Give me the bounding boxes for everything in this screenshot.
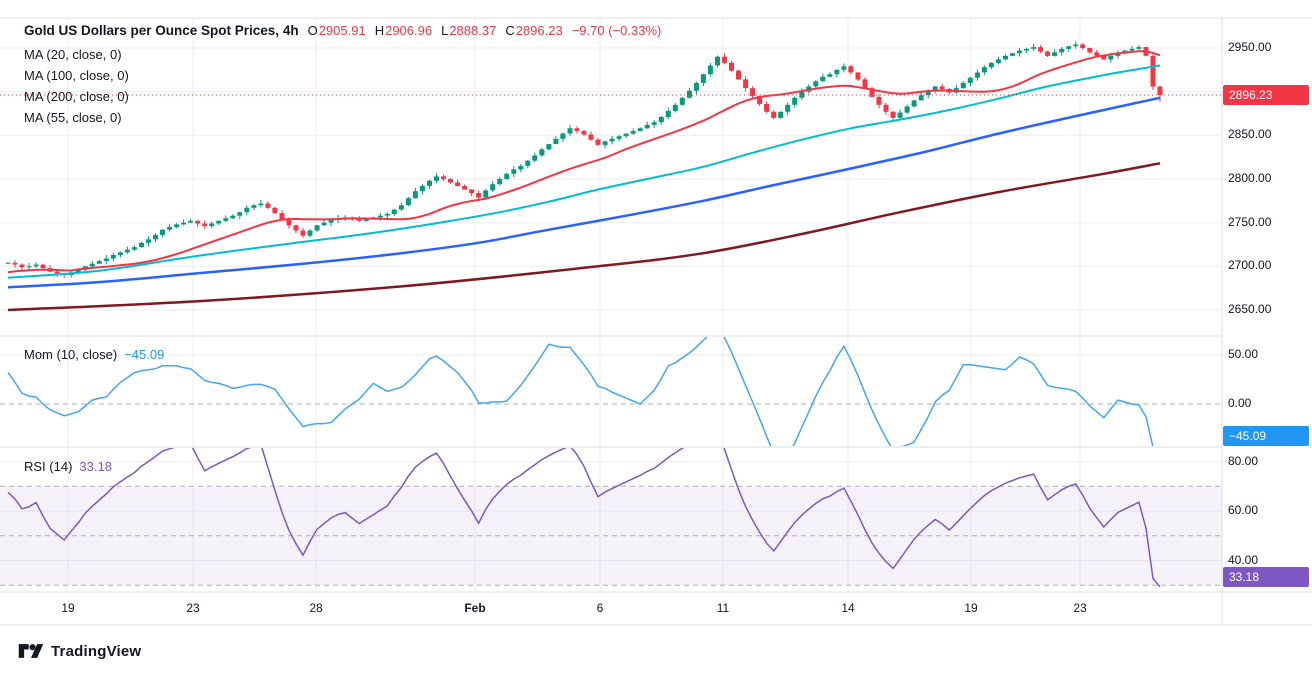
momentum-axis-label: 0.00 [1228,396,1252,410]
time-axis-label: 28 [309,601,323,615]
rsi-value-badge: 33.18 [1223,567,1309,588]
price-axis-label: 2850.00 [1228,127,1272,142]
tradingview-mark-icon [18,644,44,658]
ma55-legend[interactable]: MA (55, close, 0) [24,110,122,125]
price-axis-label: 2650.00 [1228,302,1272,316]
rsi-axis-label: 80.00 [1228,453,1259,468]
chart-legend-header[interactable]: Gold US Dollars per Ounce Spot Prices, 4… [24,23,661,38]
time-axis-label: 6 [596,601,604,615]
price-axis-label: 2800.00 [1228,171,1272,185]
momentum-legend-label: Mom (10, close) [24,347,118,362]
ohlc-low: L 2888.37 [441,23,497,38]
ohlc-high: H 2906.96 [374,23,433,38]
time-axis-label: 23 [1073,601,1087,615]
tradingview-logo[interactable]: TradingView [18,641,141,661]
ma100-legend[interactable]: MA (100, close, 0) [24,68,129,83]
time-axis-label: 23 [186,601,200,615]
ma20-legend[interactable]: MA (20, close, 0) [24,47,122,62]
symbol-title[interactable]: Gold US Dollars per Ounce Spot Prices, 4… [24,23,299,38]
time-axis-label: 19 [61,601,75,615]
price-axis-label: 2750.00 [1228,214,1272,229]
rsi-legend-label: RSI (14) [24,459,73,474]
price-axis-label: 2950.00 [1228,40,1272,54]
time-axis-label: Feb [464,601,486,615]
momentum-legend[interactable]: Mom (10, close) −45.09 [24,347,164,362]
rsi-legend[interactable]: RSI (14) 33.18 [24,459,112,474]
time-axis-label: 11 [716,601,730,615]
ma200-legend[interactable]: MA (200, close, 0) [24,89,129,104]
time-axis-label: 19 [964,601,978,615]
rsi-axis-label: 40.00 [1228,552,1259,567]
ohlc-close: C 2896.23 [505,23,563,38]
momentum-axis-label: 50.00 [1228,347,1259,361]
time-axis-label: 14 [841,601,855,615]
price-change: −9.70 (−0.33%) [571,23,662,38]
tradingview-wordmark: TradingView [51,642,142,660]
ohlc-open: O 2905.91 [307,23,366,38]
momentum-legend-value: −45.09 [124,347,165,362]
price-axis-label: 2700.00 [1228,258,1272,273]
momentum-value-badge: −45.09 [1223,426,1309,446]
last-price-badge: 2896.23 [1223,84,1309,105]
rsi-legend-value: 33.18 [79,459,112,474]
rsi-axis-label: 60.00 [1228,503,1259,517]
